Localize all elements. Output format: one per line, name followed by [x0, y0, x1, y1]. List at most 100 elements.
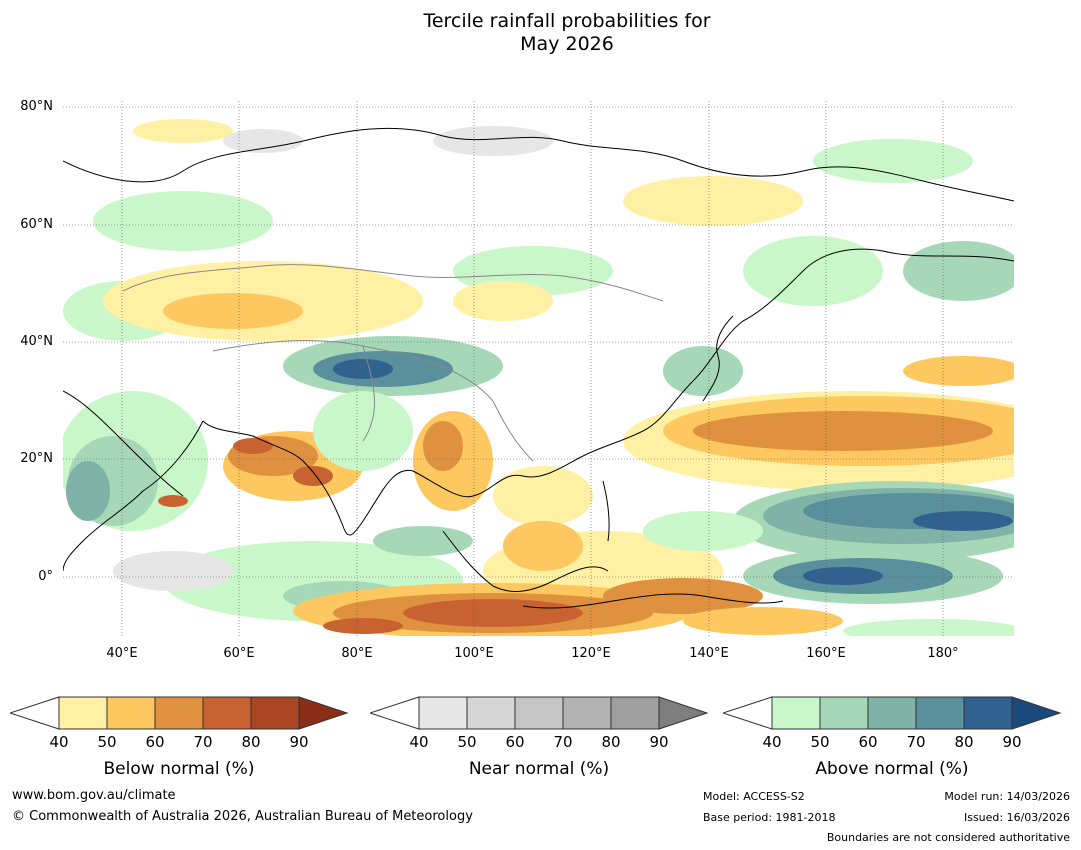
- below-tick: 90: [289, 733, 309, 751]
- below-colorbar-swatch: [58, 696, 108, 730]
- below-tick: 40: [49, 733, 69, 751]
- below-normal-region: [163, 293, 303, 329]
- map-canvas: [63, 101, 1014, 636]
- above-normal-region: [93, 191, 273, 251]
- below-colorbar-swatch: [250, 696, 300, 730]
- above-colorbar-swatch: [819, 696, 869, 730]
- above-normal-colorbar: [721, 693, 1063, 737]
- below-tick: 70: [193, 733, 213, 751]
- above-normal-region: [643, 511, 763, 551]
- rainfall-probability-map: [63, 101, 1014, 636]
- copyright-text: © Commonwealth of Australia 2026, Austra…: [12, 809, 473, 824]
- below-tick: 60: [145, 733, 165, 751]
- above-normal-region: [813, 139, 973, 183]
- near-tick: 60: [505, 733, 525, 751]
- above-tick: 80: [954, 733, 974, 751]
- graticule: [63, 101, 1014, 636]
- below-normal-region: [623, 176, 803, 226]
- above-colorbar-swatch: [915, 696, 965, 730]
- below-normal-region: [233, 438, 273, 454]
- above-normal-colorbar-svg: [721, 696, 1062, 730]
- coastlines: [63, 127, 1014, 609]
- near-normal-colorbar-svg: [368, 696, 709, 730]
- below-normal-region: [603, 578, 763, 614]
- near-normal-legend-label: Near normal (%): [468, 759, 610, 779]
- above-normal-region: [663, 346, 743, 396]
- lon-label-80e: 80°E: [341, 646, 373, 661]
- above-colorbar-high-extend: [1011, 696, 1062, 730]
- model-name: Model: ACCESS-S2: [703, 790, 805, 803]
- below-normal-region: [323, 618, 403, 634]
- below-colorbar-swatches: [58, 696, 300, 730]
- above-tick: 50: [810, 733, 830, 751]
- boundaries-disclaimer: Boundaries are not considered authoritat…: [826, 831, 1070, 844]
- map-title-line1: Tercile rainfall probabilities for: [423, 10, 711, 32]
- above-tick: 40: [762, 733, 782, 751]
- lon-label-140e: 140°E: [689, 646, 729, 661]
- below-normal-region: [158, 495, 188, 507]
- below-tick: 50: [97, 733, 117, 751]
- below-normal-region: [453, 281, 553, 321]
- below-colorbar-high-extend: [298, 696, 349, 730]
- above-tick: 70: [906, 733, 926, 751]
- near-tick: 50: [457, 733, 477, 751]
- near-tick: 80: [601, 733, 621, 751]
- lat-label-60n: 60°N: [20, 217, 53, 232]
- below-colorbar-low-extend: [8, 696, 60, 730]
- below-normal-region: [423, 421, 463, 471]
- near-normal-region: [223, 129, 303, 153]
- website-link[interactable]: www.bom.gov.au/climate: [12, 788, 176, 803]
- above-tick: 60: [858, 733, 878, 751]
- below-normal-region: [903, 356, 1014, 386]
- lat-label-80n: 80°N: [20, 99, 53, 114]
- near-normal-region: [113, 551, 233, 591]
- above-colorbar-swatch: [867, 696, 917, 730]
- near-tick: 90: [649, 733, 669, 751]
- above-normal-region: [333, 359, 393, 379]
- lon-label-120e: 120°E: [571, 646, 611, 661]
- borders: [122, 264, 664, 462]
- near-colorbar-low-extend: [368, 696, 420, 730]
- above-normal-region: [913, 511, 1013, 531]
- below-normal-region: [133, 119, 233, 143]
- lon-label-180: 180°: [927, 646, 959, 661]
- near-tick: 70: [553, 733, 573, 751]
- near-normal-colorbar: [368, 693, 710, 737]
- below-normal-legend-label: Below normal (%): [103, 759, 255, 779]
- above-normal-region: [803, 567, 883, 585]
- near-colorbar-swatch: [466, 696, 516, 730]
- issued-date: Issued: 16/03/2026: [963, 811, 1070, 824]
- below-normal-region: [503, 521, 583, 571]
- above-colorbar-swatch: [963, 696, 1013, 730]
- below-normal-region: [693, 411, 993, 451]
- above-normal-region: [66, 461, 110, 521]
- above-tick: 90: [1002, 733, 1022, 751]
- lat-label-0: 0°: [38, 569, 53, 584]
- below-normal-region: [293, 466, 333, 486]
- below-normal-region: [403, 599, 583, 627]
- above-colorbar-low-extend: [721, 696, 773, 730]
- model-run-date: Model run: 14/03/2026: [944, 790, 1070, 803]
- lat-label-20n: 20°N: [20, 451, 53, 466]
- below-colorbar-swatch: [106, 696, 156, 730]
- probability-shading: [63, 119, 1014, 636]
- below-colorbar-swatch: [202, 696, 252, 730]
- above-normal-legend-label: Above normal (%): [815, 759, 969, 779]
- below-normal-colorbar-svg: [8, 696, 349, 730]
- below-tick: 80: [241, 733, 261, 751]
- above-normal-region: [373, 526, 473, 556]
- above-normal-region: [843, 619, 1014, 636]
- above-colorbar-swatch: [771, 696, 821, 730]
- lon-label-40e: 40°E: [106, 646, 138, 661]
- above-normal-region: [743, 236, 883, 306]
- near-colorbar-swatch: [514, 696, 564, 730]
- near-tick: 40: [409, 733, 429, 751]
- near-colorbar-swatch: [610, 696, 660, 730]
- lon-label-60e: 60°E: [223, 646, 255, 661]
- lat-label-40n: 40°N: [20, 334, 53, 349]
- near-colorbar-swatches: [418, 696, 660, 730]
- lon-label-160e: 160°E: [806, 646, 846, 661]
- near-colorbar-high-extend: [658, 696, 709, 730]
- near-colorbar-swatch: [418, 696, 468, 730]
- below-normal-colorbar: [8, 693, 350, 737]
